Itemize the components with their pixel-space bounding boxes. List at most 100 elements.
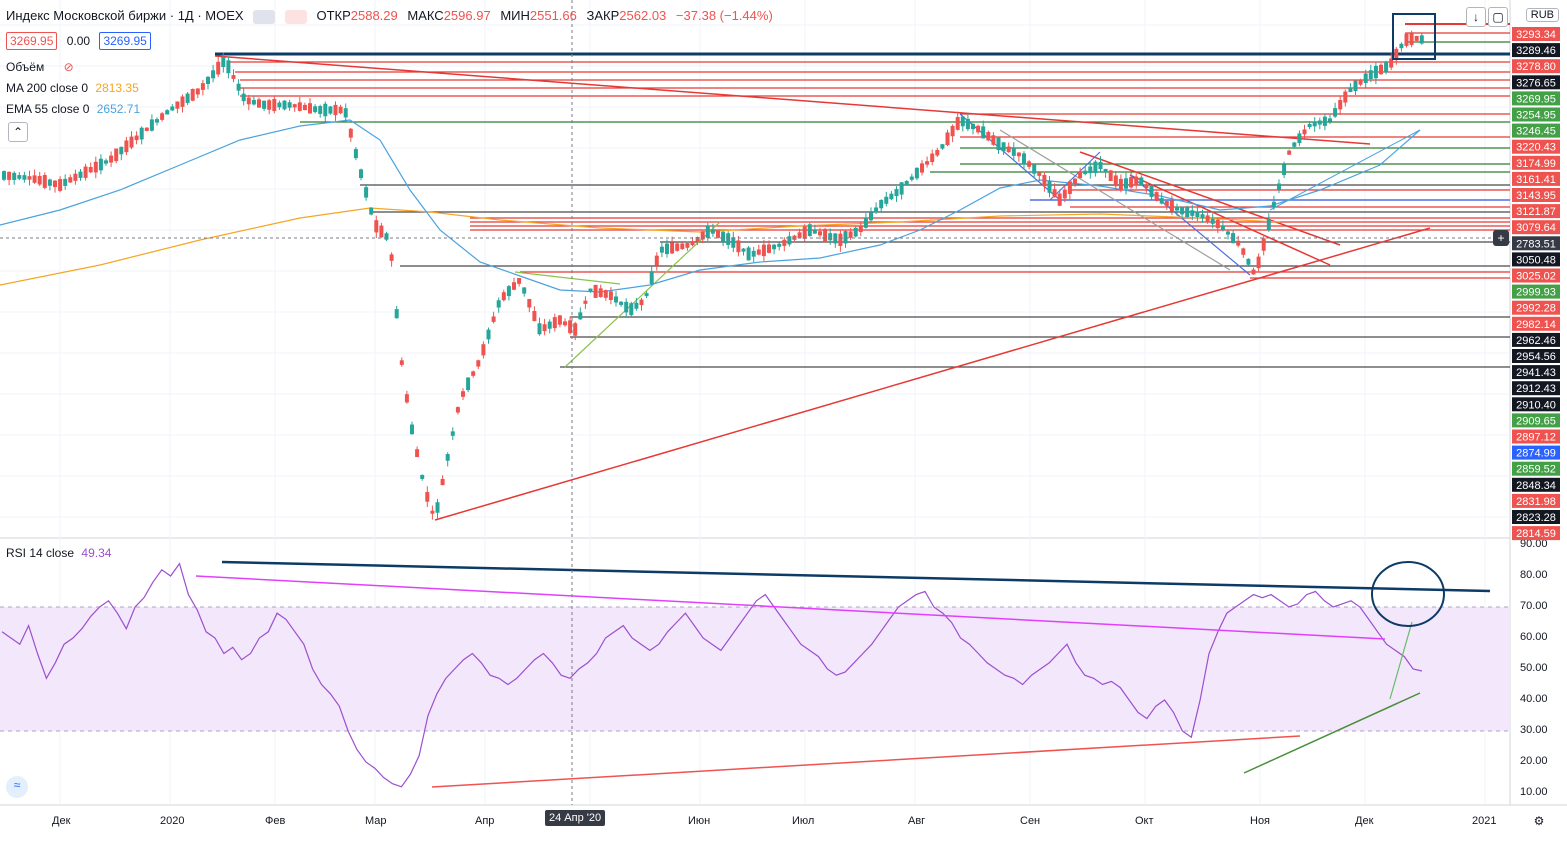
price-tick-label: 3254.95 [1512,107,1560,122]
rsi-legend[interactable]: RSI 14 close 49.34 [6,546,111,560]
collapse-legend-icon[interactable]: ⌃ [8,122,28,142]
rsi-navy-trendline[interactable] [221,560,1491,593]
price-tick-label: 2823.28 [1512,510,1560,524]
price-tick-label: 3220.43 [1512,139,1560,154]
arrow-down-icon[interactable]: ↓ [1466,7,1486,27]
trendline-annotations[interactable] [214,23,1510,521]
eye-off-icon[interactable]: ⊘ [63,60,74,74]
candle-body [195,88,200,95]
candle-body [1001,142,1006,152]
candle-body [1016,152,1021,157]
rsi-tick-label: 50.00 [1520,662,1548,674]
candle-body [109,155,114,163]
tradingview-logo-icon[interactable]: ≈ [6,776,28,798]
candle-body [1297,133,1302,144]
candle-body [1093,161,1098,174]
rsi-magenta-trendline[interactable] [195,575,1386,640]
rsi-red-trendline[interactable] [431,735,1301,788]
candle-body [435,502,440,513]
candle-body [802,226,807,239]
candle-body [649,271,654,285]
candle-body [858,226,863,232]
candle-body [313,106,318,113]
candle-body [721,231,726,242]
trendline[interactable] [564,221,721,368]
trendline[interactable] [1269,129,1421,211]
svg-text:3121.87: 3121.87 [1516,206,1556,218]
svg-text:3174.99: 3174.99 [1516,158,1556,170]
candle-body [251,99,256,105]
candle-body [1241,248,1246,255]
ask-badge[interactable]: 3269.95 [99,32,151,50]
candle-body [318,106,323,114]
candle-body [828,233,833,241]
candle-body [302,104,307,111]
svg-text:2814.59: 2814.59 [1516,528,1556,540]
candle-body [976,125,981,133]
candle-body [246,97,251,105]
candle-body [1302,129,1307,135]
candle-body [823,228,828,242]
candle-body [925,161,930,165]
gear-icon[interactable]: ⚙ [1530,812,1548,830]
trendline[interactable] [1079,151,1341,246]
svg-text:3276.65: 3276.65 [1516,77,1556,89]
candle-body [879,199,884,209]
candle-body [491,316,496,322]
fullscreen-icon[interactable]: ▢ [1488,7,1508,27]
price-tick-label: 2912.43 [1512,381,1560,396]
candle-body [104,160,108,164]
candle-body [63,178,68,186]
candle-body [88,166,93,173]
trendline[interactable] [214,55,1371,145]
candle-body [1088,166,1093,174]
ema55-line [0,119,1421,293]
svg-text:2859.52: 2859.52 [1516,464,1556,476]
svg-text:3246.45: 3246.45 [1516,126,1556,138]
volume-legend[interactable]: Объём ⊘ [6,60,74,74]
candle-body [1261,238,1266,251]
price-axis: 3293.34 3289.46 3278.80 3276.65 3269.95 3254.… [1512,27,1560,541]
candle-body [782,239,787,246]
price-tick-label: 2962.46 [1512,332,1560,347]
highlight-box-annotation[interactable] [1392,13,1436,60]
symbol-title[interactable]: Индекс Московской биржи · 1Д · MOEX [6,8,244,23]
bid-badge[interactable]: 3269.95 [6,32,58,50]
trendline[interactable] [434,227,1431,521]
ema55-legend[interactable]: EMA 55 close 0 2652.71 [6,102,140,116]
rsi-circle-annotation[interactable] [1371,561,1445,627]
plus-icon[interactable]: + [1493,230,1509,246]
candle-body [379,225,384,238]
compare-icon[interactable] [284,9,307,24]
rsi-green-trendline[interactable] [1243,692,1421,774]
candle-body [1317,120,1322,125]
candle-body [690,241,695,246]
trendline[interactable] [514,271,621,285]
candle-body [1144,184,1149,188]
currency-label[interactable]: RUB [1525,8,1559,22]
candle-body [1047,180,1052,193]
candle-body [843,231,848,244]
rsi-green-arrow[interactable] [1389,621,1413,700]
indicator-toggle-icon[interactable] [253,9,276,24]
trendline[interactable] [1049,151,1101,201]
candle-body [236,83,241,91]
candle-body [1312,121,1317,127]
svg-text:2783.51: 2783.51 [1516,238,1556,250]
candle-body [2,171,6,180]
candle-body [165,110,170,115]
trendline[interactable] [999,129,1231,271]
price-tick-label: 2910.40 [1512,397,1560,412]
ma200-legend[interactable]: MA 200 close 0 2813.35 [6,81,139,95]
svg-text:2874.99: 2874.99 [1516,448,1556,460]
candle-body [863,217,868,228]
candle-body [1200,214,1205,219]
candle-body [1333,108,1338,117]
candle-body [1062,189,1067,199]
candle-body [797,232,802,239]
candle-body [440,478,445,486]
candle-body [619,301,624,305]
candle-body [971,123,975,130]
candle-body [221,57,226,68]
